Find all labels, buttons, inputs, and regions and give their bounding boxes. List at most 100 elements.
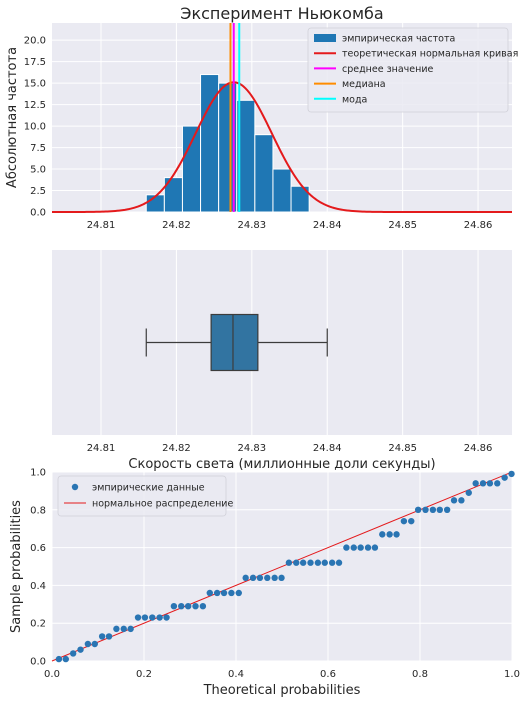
data-point: [242, 574, 249, 582]
x-tick-label: 24.84: [313, 220, 342, 231]
legend-swatch: [314, 34, 336, 42]
legend-label: эмпирические данные: [92, 483, 205, 494]
data-point: [206, 589, 213, 597]
legend-label: эмпирическая частота: [342, 34, 455, 45]
data-point: [149, 614, 156, 621]
data-point: [105, 633, 113, 640]
data-point: [443, 506, 451, 513]
y-tick-label: 0.4: [30, 581, 46, 592]
data-point: [422, 506, 429, 513]
probability-plot-panel: 0.0 0.2 0.4 0.6 0.8 1.0 0.0 0.2 0.4 0.6 0.8 1.0 Th…: [9, 468, 520, 699]
data-point: [486, 480, 494, 487]
histogram-bar: [272, 168, 292, 213]
data-point: [371, 544, 379, 551]
x-tick-label: 24.86: [464, 220, 493, 231]
legend-label: среднее значение: [342, 64, 434, 75]
data-point: [494, 480, 501, 487]
data-point: [62, 655, 69, 663]
data-point: [278, 574, 285, 582]
normal-curve: [52, 81, 512, 213]
y-tick-label: 17.5: [24, 57, 46, 68]
x-tick-label: 24.84: [313, 443, 342, 454]
histogram-y-axis-label: Абсолютная частота: [5, 47, 20, 188]
x-tick-label: 24.86: [464, 443, 493, 454]
stat-lines: [229, 23, 241, 212]
data-point: [98, 633, 106, 640]
histogram-y-ticks: 0.0 2.5 5.0 7.5 10.0 12.5 15.0 17.5 20.0: [24, 36, 46, 219]
data-point: [350, 544, 357, 551]
x-tick-label: 0.6: [320, 669, 336, 680]
y-tick-label: 20.0: [24, 36, 46, 47]
boxplot-panel: 24.81 24.82 24.83 24.84 24.85 24.86 Скорость …: [52, 250, 512, 472]
histogram-bars: [145, 74, 310, 213]
data-point: [408, 517, 415, 525]
boxplot-x-ticks: 24.81 24.82 24.83 24.84 24.85 24.86: [87, 443, 493, 454]
data-point: [393, 531, 400, 538]
data-point: [293, 559, 300, 566]
y-tick-label: 1.0: [30, 468, 46, 479]
data-point: [228, 589, 235, 597]
data-point: [163, 614, 170, 621]
data-point: [141, 614, 149, 621]
y-tick-label: 15.0: [24, 79, 46, 90]
probability-y-ticks: 0.0 0.2 0.4 0.6 0.8 1.0: [30, 468, 46, 668]
probability-y-axis-label: Sample probabilities: [9, 500, 24, 633]
x-tick-label: 24.81: [87, 220, 116, 231]
y-tick-label: 0.0: [30, 657, 46, 668]
y-tick-label: 0.0: [30, 208, 46, 219]
y-tick-label: 2.5: [30, 186, 46, 197]
histogram-legend: эмпирическая частота теоретическая нормал…: [307, 27, 518, 113]
data-point: [458, 497, 465, 504]
chart-title: Эксперимент Ньюкомба: [180, 4, 383, 23]
data-point: [328, 559, 336, 566]
x-tick-label: 0.8: [412, 669, 428, 680]
y-tick-label: 10.0: [24, 122, 46, 133]
histogram-bar: [254, 134, 274, 213]
x-tick-label: 24.82: [162, 220, 191, 231]
data-point: [192, 602, 199, 610]
data-point: [472, 480, 479, 487]
data-point: [127, 625, 134, 633]
x-tick-label: 0.2: [136, 669, 152, 680]
y-tick-label: 7.5: [30, 143, 46, 154]
data-point: [55, 655, 63, 663]
boxplot: [145, 313, 328, 372]
histogram-grid: [52, 23, 512, 213]
data-point: [184, 602, 192, 610]
x-tick-label: 24.82: [162, 443, 191, 454]
legend-label: медиана: [342, 79, 386, 90]
data-point: [450, 497, 458, 504]
data-point: [314, 559, 322, 566]
probability-x-axis-label: Theoretical probabilities: [203, 683, 361, 698]
data-point: [213, 589, 221, 597]
data-point: [156, 614, 163, 621]
x-tick-label: 24.83: [238, 443, 267, 454]
data-point: [479, 480, 487, 487]
y-tick-label: 0.2: [30, 619, 46, 630]
x-tick-label: 0.4: [228, 669, 244, 680]
histogram-x-ticks: 24.81 24.82 24.83 24.84 24.85 24.86: [87, 220, 493, 231]
data-point: [379, 531, 386, 538]
data-point: [170, 602, 178, 610]
data-point: [256, 574, 264, 582]
data-point: [285, 559, 293, 566]
data-point: [465, 489, 472, 496]
data-point: [400, 517, 408, 525]
x-tick-label: 24.83: [238, 220, 267, 231]
boxplot-x-axis-label: Скорость света (миллионные доли секунды): [128, 457, 435, 472]
data-point: [220, 589, 228, 597]
y-tick-label: 12.5: [24, 100, 46, 111]
data-point: [178, 602, 185, 610]
probability-x-ticks: 0.0 0.2 0.4 0.6 0.8 1.0: [44, 669, 520, 680]
data-point: [134, 614, 142, 621]
y-tick-label: 0.8: [30, 505, 46, 516]
data-point: [357, 544, 364, 551]
data-point: [508, 470, 515, 478]
x-tick-label: 0.0: [44, 669, 60, 680]
x-tick-label: 24.85: [388, 220, 417, 231]
data-point: [199, 602, 207, 610]
data-point: [77, 646, 84, 653]
data-point: [364, 544, 372, 551]
legend-box: [57, 475, 227, 517]
